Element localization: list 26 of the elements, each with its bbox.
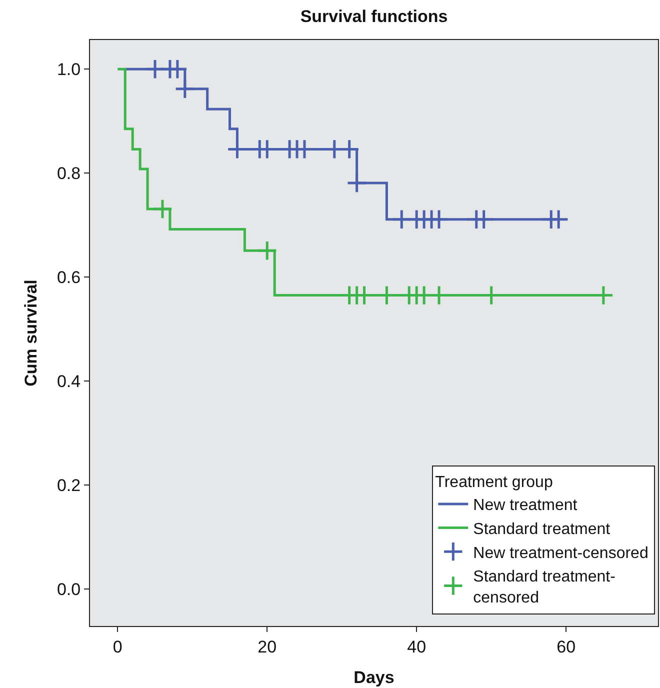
y-tick-label: 0.2 [56,476,81,496]
point [346,172,368,194]
point [548,209,569,230]
point [428,209,450,230]
chart-title: Survival functions [300,7,448,26]
point [152,198,173,220]
point [256,240,278,261]
legend-label: Standard treatment-censored [473,568,616,606]
legend-title: Treatment group [435,474,553,492]
point [174,78,196,100]
x-tick-label: 0 [112,637,122,656]
y-tick-label: 0.4 [56,372,81,392]
x-axis-title: Days [354,668,394,687]
y-tick-label: 0.0 [56,580,81,600]
legend-label: Standard treatment [473,521,611,538]
y-tick-label: 0.6 [56,268,81,288]
legend-label: New treatment [473,497,578,514]
y-tick-label: 1.0 [56,60,81,80]
x-tick-label: 40 [407,637,426,656]
x-tick-label: 20 [258,637,277,656]
y-tick-label: 0.8 [56,164,81,184]
point [167,58,188,80]
x-tick-label: 60 [556,637,576,656]
legend-label: New treatment-censored [473,544,648,562]
y-axis-title: Cum survival [22,280,41,386]
point [474,209,494,230]
